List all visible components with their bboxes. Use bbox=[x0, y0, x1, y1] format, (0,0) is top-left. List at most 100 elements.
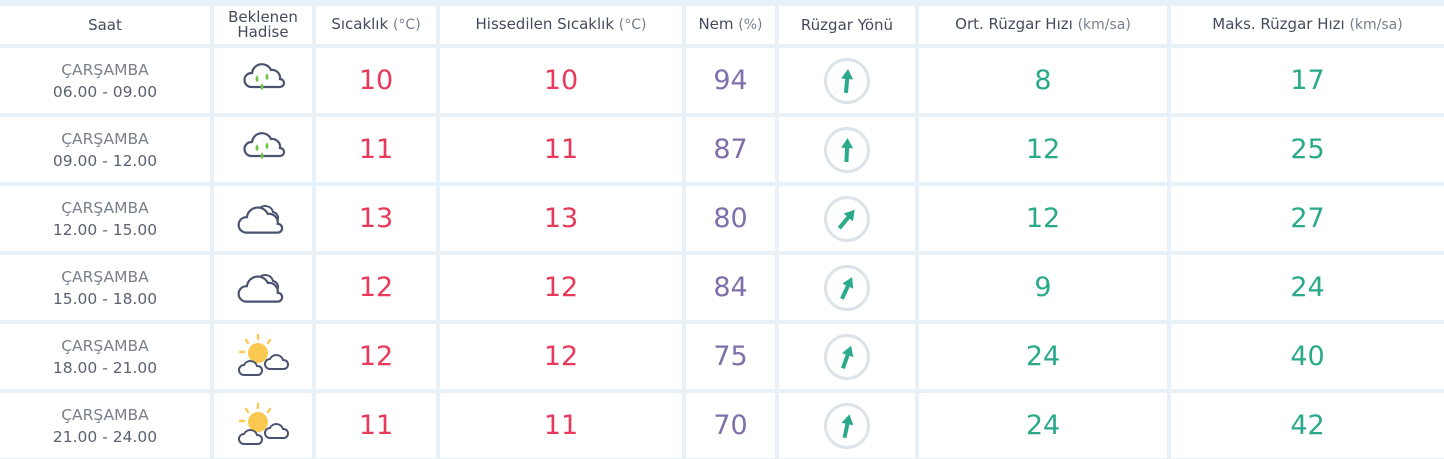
header-label: Nem bbox=[698, 15, 734, 33]
feels-cell: 12 bbox=[440, 255, 682, 320]
humidity: 75 bbox=[713, 341, 748, 372]
temperature: 10 bbox=[358, 65, 394, 96]
max-wind-speed: 17 bbox=[1290, 65, 1325, 96]
wind-arrow-icon bbox=[841, 345, 854, 369]
wind-dir-cell bbox=[779, 117, 915, 182]
humidity-cell: 75 bbox=[686, 324, 775, 389]
humidity: 80 bbox=[713, 203, 748, 234]
feels-cell: 10 bbox=[440, 48, 682, 113]
wind-direction-dial bbox=[824, 264, 870, 311]
temperature: 12 bbox=[358, 341, 394, 372]
header-hadise: Beklenen Hadise bbox=[214, 6, 312, 44]
temperature: 13 bbox=[358, 203, 394, 234]
feels-like-temperature: 11 bbox=[543, 134, 579, 165]
wind-dir-cell bbox=[779, 324, 915, 389]
header-label: Beklenen Hadise bbox=[228, 8, 298, 41]
rain-cloud-icon bbox=[239, 128, 287, 172]
header-label: Rüzgar Yönü bbox=[800, 15, 894, 34]
weather-cell bbox=[214, 393, 312, 458]
humidity-cell: 84 bbox=[686, 255, 775, 320]
humidity: 94 bbox=[713, 65, 748, 96]
day-label: ÇARŞAMBA bbox=[61, 60, 149, 79]
wind-arrow-icon bbox=[841, 413, 854, 438]
temp-cell: 11 bbox=[316, 117, 436, 182]
header-unit: (km/sa) bbox=[1077, 17, 1131, 33]
header-hissedilen: Hissedilen Sıcaklık (°C) bbox=[440, 6, 682, 44]
header-nem: Nem (%) bbox=[686, 6, 775, 44]
time-range: 09.00 - 12.00 bbox=[52, 151, 158, 170]
time-cell: ÇARŞAMBA 06.00 - 09.00 bbox=[0, 48, 210, 113]
avg-wind-cell: 12 bbox=[919, 117, 1167, 182]
max-wind-cell: 25 bbox=[1171, 117, 1444, 182]
cloud-icon bbox=[235, 200, 291, 238]
average-wind-speed: 9 bbox=[1034, 272, 1052, 303]
humidity-cell: 94 bbox=[686, 48, 775, 113]
rain-cloud-icon bbox=[239, 59, 287, 103]
max-wind-cell: 24 bbox=[1171, 255, 1444, 320]
temp-cell: 12 bbox=[316, 255, 436, 320]
wind-direction-dial bbox=[824, 126, 870, 173]
wind-dir-cell bbox=[779, 393, 915, 458]
forecast-table: Saat Beklenen Hadise Sıcaklık (°C) Hissedil… bbox=[0, 6, 1444, 458]
max-wind-speed: 27 bbox=[1290, 203, 1325, 234]
average-wind-speed: 8 bbox=[1034, 65, 1052, 96]
wind-arrow-icon bbox=[841, 68, 854, 93]
max-wind-cell: 42 bbox=[1171, 393, 1444, 458]
weather-cell bbox=[214, 255, 312, 320]
header-sicaklik: Sıcaklık (°C) bbox=[316, 6, 436, 44]
header-label: Maks. Rüzgar Hızı bbox=[1212, 15, 1345, 33]
feels-cell: 12 bbox=[440, 324, 682, 389]
avg-wind-cell: 9 bbox=[919, 255, 1167, 320]
cloud-icon bbox=[235, 269, 291, 307]
feels-like-temperature: 13 bbox=[543, 203, 579, 234]
temperature: 11 bbox=[358, 134, 394, 165]
humidity-cell: 80 bbox=[686, 186, 775, 251]
time-range: 18.00 - 21.00 bbox=[52, 358, 158, 377]
max-wind-cell: 27 bbox=[1171, 186, 1444, 251]
weather-cell bbox=[214, 48, 312, 113]
time-cell: ÇARŞAMBA 12.00 - 15.00 bbox=[0, 186, 210, 251]
header-unit: (°C) bbox=[392, 17, 421, 33]
time-cell: ÇARŞAMBA 15.00 - 18.00 bbox=[0, 255, 210, 320]
partly-sunny-icon bbox=[236, 402, 290, 450]
feels-cell: 13 bbox=[440, 186, 682, 251]
max-wind-speed: 40 bbox=[1290, 341, 1325, 372]
time-range: 21.00 - 24.00 bbox=[52, 427, 158, 446]
temp-cell: 11 bbox=[316, 393, 436, 458]
wind-arrow-icon bbox=[840, 276, 854, 300]
feels-like-temperature: 12 bbox=[543, 341, 579, 372]
temperature: 11 bbox=[358, 410, 394, 441]
wind-dir-cell bbox=[779, 255, 915, 320]
wind-direction-dial bbox=[824, 402, 870, 449]
wind-direction-dial bbox=[824, 57, 870, 104]
max-wind-cell: 40 bbox=[1171, 324, 1444, 389]
temp-cell: 10 bbox=[316, 48, 436, 113]
header-maks-ruzgar: Maks. Rüzgar Hızı (km/sa) bbox=[1171, 6, 1444, 44]
average-wind-speed: 12 bbox=[1025, 134, 1061, 165]
avg-wind-cell: 24 bbox=[919, 393, 1167, 458]
day-label: ÇARŞAMBA bbox=[61, 198, 149, 217]
time-cell: ÇARŞAMBA 21.00 - 24.00 bbox=[0, 393, 210, 458]
wind-arrow-icon bbox=[837, 209, 855, 229]
header-unit: (%) bbox=[738, 17, 763, 33]
time-cell: ÇARŞAMBA 09.00 - 12.00 bbox=[0, 117, 210, 182]
weather-cell bbox=[214, 324, 312, 389]
time-cell: ÇARŞAMBA 18.00 - 21.00 bbox=[0, 324, 210, 389]
feels-cell: 11 bbox=[440, 117, 682, 182]
feels-like-temperature: 12 bbox=[543, 272, 579, 303]
header-unit: (°C) bbox=[618, 17, 647, 33]
day-label: ÇARŞAMBA bbox=[61, 405, 149, 424]
temperature: 12 bbox=[358, 272, 394, 303]
avg-wind-cell: 8 bbox=[919, 48, 1167, 113]
wind-direction-dial bbox=[824, 333, 870, 380]
header-label: Ort. Rüzgar Hızı bbox=[955, 15, 1073, 33]
header-ruzgar-yonu: Rüzgar Yönü bbox=[779, 6, 915, 44]
feels-like-temperature: 11 bbox=[543, 410, 579, 441]
avg-wind-cell: 24 bbox=[919, 324, 1167, 389]
humidity: 87 bbox=[713, 134, 748, 165]
humidity-cell: 87 bbox=[686, 117, 775, 182]
max-wind-speed: 42 bbox=[1290, 410, 1325, 441]
wind-dir-cell bbox=[779, 48, 915, 113]
header-label: Saat bbox=[88, 15, 122, 34]
partly-sunny-icon bbox=[236, 333, 290, 381]
